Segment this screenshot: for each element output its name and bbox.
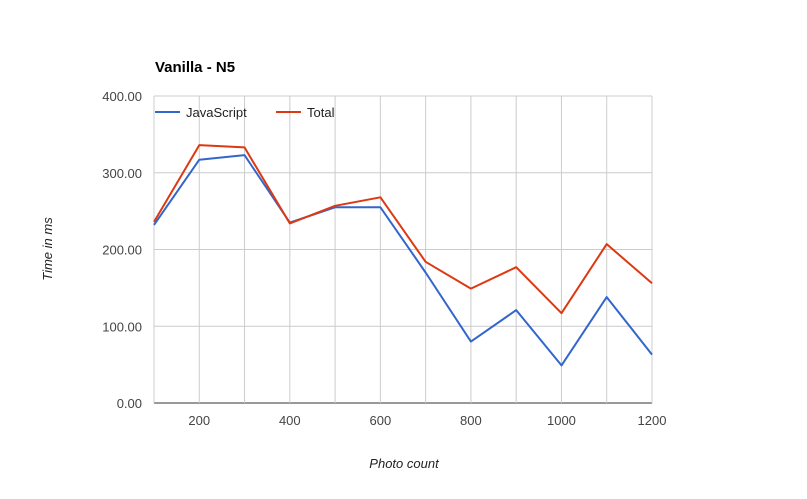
legend[interactable]: JavaScript Total — [155, 105, 335, 120]
x-axis-ticks: 200 400 600 800 1000 1200 — [188, 413, 666, 428]
x-tick-label: 800 — [460, 413, 482, 428]
x-axis-label: Photo count — [369, 456, 440, 471]
chart-title: Vanilla - N5 — [155, 59, 235, 76]
y-axis-label: Time in ms — [40, 217, 55, 281]
x-tick-label: 600 — [370, 413, 392, 428]
y-tick-label: 300.00 — [102, 166, 142, 181]
series-lines — [153, 144, 653, 367]
x-tick-label: 1000 — [547, 413, 576, 428]
x-tick-label: 1200 — [638, 413, 667, 428]
y-tick-label: 200.00 — [102, 243, 142, 258]
series-line-javascript — [153, 154, 653, 367]
legend-label: JavaScript — [186, 105, 247, 120]
y-axis-ticks: 0.00 100.00 200.00 300.00 400.00 — [102, 89, 142, 411]
y-tick-label: 100.00 — [102, 319, 142, 334]
legend-label: Total — [307, 105, 335, 120]
y-tick-label: 400.00 — [102, 89, 142, 104]
y-tick-label: 0.00 — [117, 396, 142, 411]
x-tick-label: 400 — [279, 413, 301, 428]
grid-lines — [153, 95, 653, 404]
x-tick-label: 200 — [188, 413, 210, 428]
series-line-total — [153, 144, 653, 315]
